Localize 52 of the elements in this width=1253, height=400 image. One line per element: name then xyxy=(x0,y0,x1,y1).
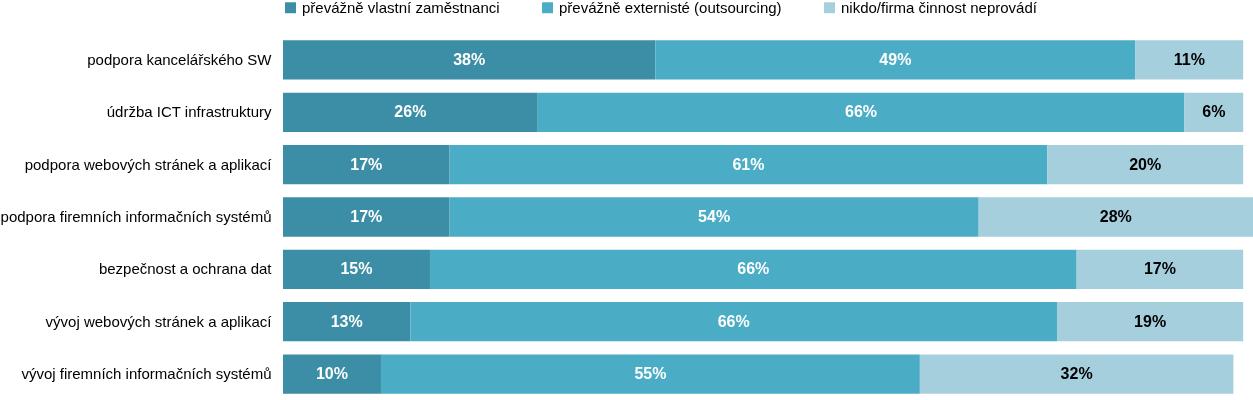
data-label: 61% xyxy=(732,155,765,173)
y-tick-label: podpora webových stránek a aplikací xyxy=(24,155,273,173)
data-label: 17% xyxy=(350,208,383,225)
y-tick-label: vývoj webových stránek a aplikací xyxy=(45,312,273,330)
bar xyxy=(449,197,979,237)
data-label: 66% xyxy=(845,103,878,121)
bar xyxy=(283,197,450,237)
data-label: 54% xyxy=(698,208,731,225)
data-label: 6% xyxy=(1202,103,1226,121)
data-label: 17% xyxy=(350,155,383,173)
data-label: 17% xyxy=(1143,260,1176,278)
data-label: 26% xyxy=(394,103,427,121)
bar xyxy=(283,354,381,394)
y-tick-label: podpora kancelářského SW xyxy=(87,50,273,68)
data-label: 11% xyxy=(1173,50,1205,68)
data-label: 20% xyxy=(1129,155,1162,173)
bar xyxy=(449,145,1048,185)
bar xyxy=(1057,302,1244,342)
bar xyxy=(1047,145,1244,185)
data-label: 13% xyxy=(330,312,363,330)
bar xyxy=(283,145,450,185)
data-label: 66% xyxy=(717,312,750,330)
y-tick-label: vývoj firemních informačních systémů xyxy=(21,365,272,383)
bar xyxy=(283,40,656,80)
data-label: 28% xyxy=(1099,208,1132,225)
data-label: 49% xyxy=(879,50,912,68)
data-label: 55% xyxy=(634,365,667,383)
legend-label: nikdo/firma činnost neprovádí xyxy=(841,0,1038,16)
data-label: 10% xyxy=(315,365,349,383)
data-label: 38% xyxy=(453,50,486,68)
legend-label: převážně externisté (outsourcing) xyxy=(559,0,782,16)
bar xyxy=(1184,92,1244,132)
y-tick-label: podpora firemních informačních systémů xyxy=(0,208,272,225)
bar xyxy=(283,249,430,289)
bar xyxy=(655,40,1136,80)
data-label: 32% xyxy=(1060,365,1093,383)
data-label: 19% xyxy=(1134,312,1167,330)
bar xyxy=(283,92,538,132)
y-tick-label: údržba ICT infrastruktury xyxy=(106,103,272,121)
bar xyxy=(978,197,1253,237)
bar xyxy=(429,249,1077,289)
y-tick-label: bezpečnost a ochrana dat xyxy=(98,260,273,278)
data-label: 66% xyxy=(737,260,770,278)
bar xyxy=(1135,40,1244,80)
bar xyxy=(410,302,1058,342)
data-label: 15% xyxy=(340,260,373,278)
bar xyxy=(283,302,411,342)
bar xyxy=(537,92,1185,132)
bar xyxy=(380,354,920,394)
bar xyxy=(1076,249,1244,289)
legend-label: převážně vlastní zaměstnanci xyxy=(302,0,500,16)
bar xyxy=(919,354,1234,394)
